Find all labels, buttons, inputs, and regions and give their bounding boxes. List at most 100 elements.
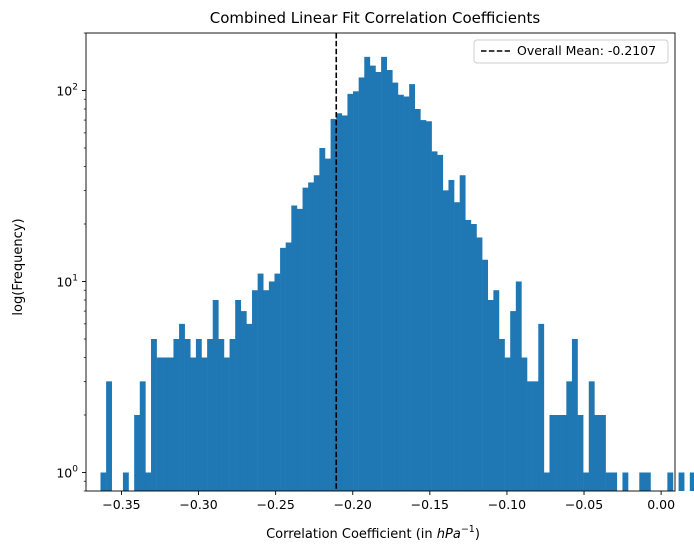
histogram-bar (145, 472, 152, 491)
histogram-bar (347, 93, 354, 491)
histogram-bar (583, 472, 590, 491)
histogram-bar (313, 175, 320, 492)
histogram-bar (392, 82, 399, 491)
histogram-bar (588, 381, 595, 491)
x-tick-label: −0.35 (102, 497, 140, 512)
histogram-bar (482, 259, 488, 491)
histogram-bar (487, 300, 494, 491)
histogram-bar (252, 290, 258, 491)
histogram-bar (302, 187, 309, 491)
histogram-bar (212, 300, 219, 491)
legend-box (473, 39, 669, 64)
histogram-bar (566, 381, 573, 491)
histogram-bar (151, 338, 157, 491)
y-axis: 100 101 102 (56, 32, 86, 492)
x-tick-label: −0.05 (565, 497, 603, 512)
histogram-bar (375, 71, 382, 492)
histogram-bar (207, 338, 213, 491)
histogram-bar (257, 273, 264, 491)
y-axis-label: log(Frequency) (11, 218, 26, 315)
histogram-bar (678, 472, 685, 491)
histogram-bar (414, 109, 421, 491)
histogram-bar (448, 179, 455, 492)
x-axis-label: Correlation Coefficient (in hPa−1) (266, 524, 480, 542)
histogram-bar (285, 242, 292, 491)
histogram-bar (381, 56, 387, 492)
histogram-bar (532, 381, 539, 491)
histogram-bar (498, 338, 505, 491)
legend-label-mean: Overall Mean: -0.2107 (517, 43, 656, 58)
histogram-bar (268, 281, 275, 491)
histogram-bar (240, 311, 247, 491)
histogram-bar (504, 357, 511, 491)
histogram-bar (308, 182, 315, 491)
y-tick-label: 101 (56, 273, 78, 289)
histogram-bar (667, 472, 674, 491)
histogram-bar (369, 65, 376, 491)
x-tick-label: −0.30 (179, 497, 217, 512)
histogram-bar (611, 472, 618, 491)
histogram-bar (229, 338, 236, 491)
histogram-bar (139, 381, 146, 491)
histogram-bar (291, 205, 298, 492)
histogram-bar (454, 202, 460, 492)
x-axis-label-exponent: −1 (461, 524, 475, 535)
histogram-bar (639, 472, 646, 491)
x-axis-label-suffix: ) (475, 527, 480, 542)
histogram-bar (521, 357, 528, 491)
histogram-bar (605, 472, 612, 491)
histogram-bar (403, 96, 410, 492)
histogram-bar (235, 300, 242, 491)
histogram-bar (353, 91, 359, 491)
histogram-bars (100, 56, 694, 492)
histogram-bar (386, 70, 393, 492)
histogram-bar (358, 77, 365, 491)
histogram-bar (184, 338, 191, 491)
histogram-bar (510, 311, 517, 491)
histogram-bar (426, 121, 432, 491)
histogram-bar (173, 338, 180, 491)
y-tick-label: 100 (56, 464, 78, 480)
histogram-bar (571, 338, 578, 491)
histogram-bar (100, 472, 107, 491)
histogram-bar (543, 472, 550, 491)
x-tick-label: −0.10 (488, 497, 526, 512)
histogram-bar (577, 414, 584, 491)
histogram-bar (324, 158, 331, 491)
histogram-bar (280, 247, 286, 491)
histogram-bar (431, 151, 438, 491)
histogram-bar (527, 381, 533, 491)
x-tick-label: 0.00 (647, 497, 675, 512)
histogram-bar (364, 56, 371, 492)
histogram-bar (179, 323, 185, 491)
x-tick-label: −0.15 (411, 497, 449, 512)
histogram-bar (538, 323, 545, 491)
histogram-bar (246, 323, 253, 491)
x-axis-label-prefix: Correlation Coefficient (in (266, 527, 437, 542)
histogram-bar (201, 357, 208, 491)
histogram-bar (470, 224, 477, 491)
histogram-bar (555, 414, 561, 491)
histogram-bar (493, 290, 500, 491)
legend: Overall Mean: -0.2107 (473, 39, 669, 64)
histogram-bar (341, 115, 348, 491)
chart-title: Combined Linear Fit Correlation Coeffici… (210, 9, 541, 27)
histogram-bar (195, 338, 202, 491)
histogram-bar (167, 357, 174, 491)
histogram-bar (319, 147, 326, 492)
histogram-bar (223, 357, 230, 491)
histogram-bar (274, 273, 281, 491)
histogram-bar (465, 219, 472, 491)
histogram-bar (106, 381, 112, 491)
histogram-bar (336, 113, 343, 491)
histogram-bar (397, 94, 404, 491)
histogram-bar (476, 237, 483, 491)
histogram-bar (190, 357, 197, 491)
y-tick-label: 102 (56, 82, 78, 98)
histogram-bar (594, 414, 601, 491)
x-axis: −0.35 −0.30 −0.25 −0.20 −0.15 −0.10 −0.05 0.00 (102, 491, 675, 512)
histogram-bar (162, 357, 169, 491)
histogram-bar (442, 190, 449, 492)
x-axis-label-unit: hPa (437, 527, 461, 542)
